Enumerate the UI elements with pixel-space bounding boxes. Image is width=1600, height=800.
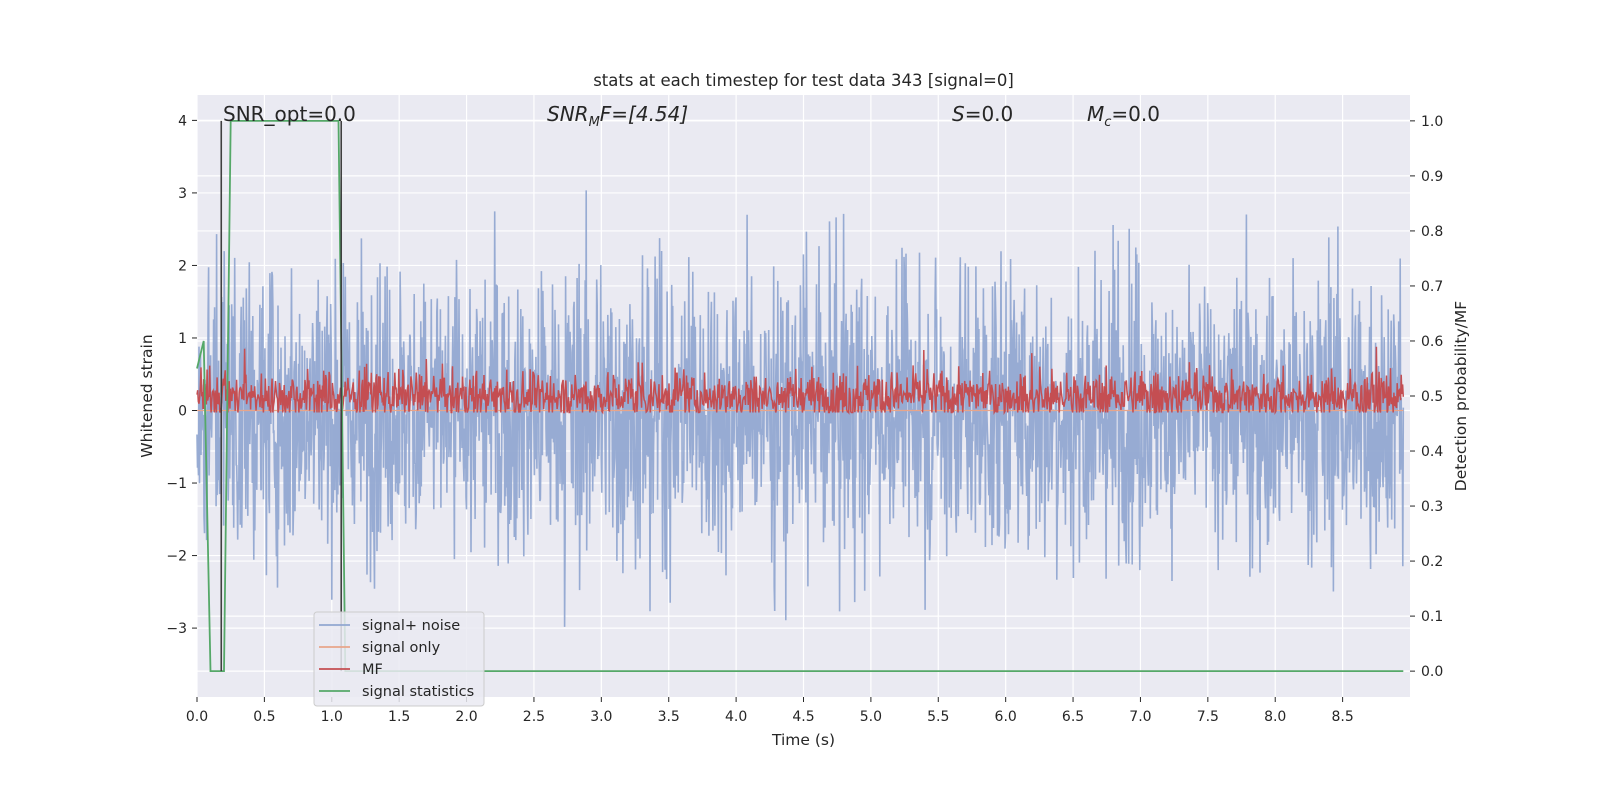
y-tick-label: −1 bbox=[166, 476, 187, 492]
legend-label: MF bbox=[362, 662, 383, 678]
y-tick-label: −2 bbox=[166, 549, 187, 565]
y2-tick-label: 0.8 bbox=[1421, 224, 1443, 240]
legend-box bbox=[313, 611, 485, 707]
y2-axis-label: Detection probability/MF bbox=[1452, 301, 1470, 492]
y2-tick-label: 0.0 bbox=[1421, 664, 1443, 680]
y2-tick-label: 0.9 bbox=[1421, 169, 1443, 185]
annotation-snr-mf-sub: M bbox=[589, 115, 600, 130]
y-tick-label: −3 bbox=[166, 621, 187, 637]
y-tick-label: 1 bbox=[178, 331, 187, 347]
y2-tick-label: 0.3 bbox=[1421, 499, 1443, 515]
x-tick-label: 1.5 bbox=[388, 709, 410, 725]
y2-tick-label: 0.1 bbox=[1421, 609, 1443, 625]
chart-title: stats at each timestep for test data 343… bbox=[593, 71, 1014, 90]
y-axis-label: Whitened strain bbox=[138, 334, 156, 457]
legend-label: signal only bbox=[362, 640, 441, 656]
y2-tick-label: 0.4 bbox=[1421, 444, 1443, 460]
y2-tick-label: 0.2 bbox=[1421, 554, 1443, 570]
annotation-s-rest: =0.0 bbox=[965, 102, 1014, 126]
annotation-mc-sub: c bbox=[1104, 115, 1111, 130]
y-tick-label: 3 bbox=[178, 186, 187, 202]
x-tick-label: 2.5 bbox=[523, 709, 545, 725]
annotation-mc-rest: =0.0 bbox=[1111, 102, 1160, 126]
marker-layer bbox=[220, 120, 343, 672]
series-mf bbox=[196, 346, 1405, 416]
annotation-snr-opt: SNR_opt=0.0 bbox=[223, 102, 356, 126]
y-tick-label: 0 bbox=[178, 404, 187, 420]
annotation-mc: Mc=0.0 bbox=[1087, 102, 1160, 130]
y2-ticks: 0.0 0.1 0.2 0.3 0.4 0.5 0.6 0.7 0.8 0.9 1.0 bbox=[1410, 114, 1443, 680]
x-tick-label: 0.0 bbox=[186, 709, 208, 725]
x-tick-label: 4.0 bbox=[725, 709, 747, 725]
legend-label: signal+ noise bbox=[362, 618, 460, 634]
x-tick-label: 7.5 bbox=[1197, 709, 1219, 725]
annotation-snr-mf: SNRMF=[4.54] bbox=[547, 102, 688, 130]
x-tick-label: 1.0 bbox=[321, 709, 343, 725]
x-tick-label: 0.5 bbox=[253, 709, 275, 725]
annotation-s-main: S bbox=[952, 102, 965, 126]
x-tick-label: 3.0 bbox=[590, 709, 612, 725]
x-tick-label: 5.0 bbox=[860, 709, 882, 725]
x-tick-label: 6.0 bbox=[995, 709, 1017, 725]
x-tick-label: 3.5 bbox=[658, 709, 680, 725]
x-tick-label: 8.0 bbox=[1264, 709, 1286, 725]
annotation-s: S=0.0 bbox=[952, 102, 1013, 126]
legend-label: signal statistics bbox=[362, 684, 474, 700]
y-tick-label: 2 bbox=[178, 258, 187, 274]
x-tick-label: 2.0 bbox=[455, 709, 477, 725]
y2-tick-label: 1.0 bbox=[1421, 114, 1443, 130]
x-tick-label: 8.5 bbox=[1331, 709, 1353, 725]
x-tick-label: 5.5 bbox=[927, 709, 949, 725]
x-tick-label: 4.5 bbox=[792, 709, 814, 725]
y2-tick-label: 0.7 bbox=[1421, 279, 1443, 295]
annotation-snr-mf-rest: F=[4.54] bbox=[600, 102, 688, 126]
y2-tick-label: 0.5 bbox=[1421, 389, 1443, 405]
annotation-snr-mf-main: SNR bbox=[547, 102, 589, 126]
legend: signal+ noise signal only MF signal statist… bbox=[313, 611, 485, 707]
y-ticks: −3 −2 −1 0 1 2 3 4 bbox=[166, 113, 197, 637]
x-tick-label: 6.5 bbox=[1062, 709, 1084, 725]
x-axis-label: Time (s) bbox=[771, 731, 835, 749]
annotation-mc-main: M bbox=[1087, 102, 1104, 126]
x-tick-label: 7.0 bbox=[1129, 709, 1151, 725]
x-ticks: 0.0 0.5 1.0 1.5 2.0 2.5 3.0 3.5 4.0 4.5 5.0 5.5 6.0 6… bbox=[186, 697, 1354, 725]
y-tick-label: 4 bbox=[178, 113, 187, 129]
y2-tick-label: 0.6 bbox=[1421, 334, 1443, 350]
